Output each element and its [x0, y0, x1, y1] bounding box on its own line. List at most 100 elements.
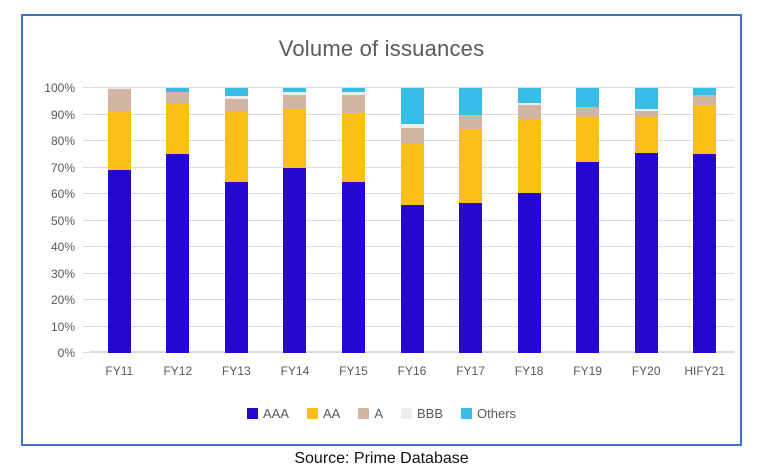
bar-column-FY12	[149, 88, 208, 353]
source-note: Source: Prime Database	[294, 450, 469, 467]
bar-segment-FY11-BBB	[107, 88, 131, 90]
legend-item-Others: Others	[461, 406, 516, 421]
bar-segment-FY17-AA	[459, 129, 483, 204]
y-axis-label-70%: 70%	[50, 160, 75, 175]
legend: AAA AA A BBB Others	[23, 406, 740, 421]
y-axis: 0% 10% 20% 30% 40% 50% 60% 70% 80% 90% 100%	[23, 81, 90, 360]
bar-segment-FY17-A	[459, 114, 483, 130]
legend-label: A	[374, 406, 383, 421]
legend-item-BBB: BBB	[401, 406, 443, 421]
bar-segment-FY16-A	[400, 127, 424, 144]
y-axis-label-0%: 0%	[57, 346, 75, 360]
bar-segment-FY15-AA	[341, 113, 365, 183]
y-axis-label-20%: 20%	[50, 293, 75, 307]
bar-segment-HIFY21-AA	[693, 105, 717, 155]
y-axis-label-10%: 10%	[50, 319, 75, 334]
bar-segment-HIFY21-AAA	[693, 154, 717, 353]
y-axis-tick	[83, 219, 89, 221]
bar-segment-FY13-AAA	[224, 182, 248, 353]
gridline-100%	[90, 87, 734, 88]
bar-segment-FY20-AAA	[634, 152, 658, 353]
y-axis-label-50%: 50%	[50, 213, 75, 228]
bar-segment-HIFY21-Others	[693, 88, 717, 95]
x-axis-label-HIFY21: HIFY21	[684, 364, 726, 378]
bar-segment-FY12-AA	[166, 103, 190, 155]
bar-segment-FY14-BBB	[283, 92, 307, 95]
bar-column-FY15	[324, 88, 383, 353]
y-axis-tick	[83, 113, 89, 115]
y-axis-label-90%: 90%	[50, 107, 75, 122]
y-axis-tick	[83, 299, 89, 300]
bar-segment-FY17-AAA	[459, 203, 483, 353]
y-axis-label-60%: 60%	[50, 187, 75, 201]
bar-segment-FY11-AA	[107, 110, 131, 171]
legend-item-A: A	[358, 406, 383, 421]
bar-stack-FY20	[634, 88, 658, 353]
legend-label: AAA	[262, 406, 289, 421]
legend-swatch-icon	[461, 408, 473, 419]
bar-segment-FY12-A	[166, 91, 190, 104]
x-axis: FY11 FY12 FY13 FY14 FY15 FY16 FY17 FY18 FY19 FY20…	[90, 364, 734, 378]
y-axis-label-40%: 40%	[50, 240, 75, 254]
x-axis-label-FY20: FY20	[631, 364, 661, 378]
bar-column-FY18	[500, 88, 559, 353]
bar-column-FY14	[266, 88, 325, 353]
y-axis-label-100%: 100%	[44, 81, 75, 95]
y-axis-tick	[83, 352, 89, 353]
y-axis-tick	[83, 325, 89, 327]
bar-stack-FY15	[341, 88, 365, 353]
legend-label: AA	[322, 406, 341, 421]
bar-stack-FY14	[283, 88, 307, 353]
bar-stack-FY18	[517, 88, 541, 353]
bar-segment-FY19-AA	[576, 117, 600, 163]
y-axis-tick	[83, 166, 89, 168]
bar-segment-FY11-A	[107, 89, 131, 111]
bar-segment-FY13-A	[224, 98, 248, 111]
bar-segment-FY20-BBB	[634, 109, 658, 111]
legend-label: BBB	[417, 406, 444, 421]
legend-item-AA: AA	[306, 406, 341, 421]
legend-label: Others	[477, 406, 517, 421]
bar-segment-FY18-AAA	[517, 192, 541, 353]
bar-segment-FY19-AAA	[576, 162, 600, 353]
bar-segment-FY14-Others	[283, 88, 307, 92]
chart-canvas: 0% 10% 20% 30% 40% 50% 60% 70% 80% 90% 100% FY11 FY…	[23, 81, 740, 388]
bar-segment-FY12-Others	[166, 88, 190, 92]
legend-swatch-icon	[306, 408, 318, 419]
bar-segment-FY11-AAA	[107, 170, 131, 353]
bar-segment-FY19-A	[576, 106, 600, 118]
y-axis-label-80%: 80%	[50, 134, 75, 148]
bar-column-FY20	[617, 88, 676, 353]
bar-segment-FY15-BBB	[341, 92, 365, 95]
bar-segment-FY18-Others	[517, 88, 541, 103]
x-axis-label-FY19: FY19	[573, 364, 602, 378]
x-axis-label-FY16: FY16	[397, 364, 427, 378]
bar-segment-FY20-AA	[634, 117, 658, 153]
bar-segment-FY20-A	[634, 110, 658, 118]
bar-segment-FY15-A	[341, 94, 365, 114]
legend-swatch-icon	[358, 408, 370, 419]
x-axis-label-FY11: FY11	[105, 364, 134, 378]
bar-stack-FY13	[224, 88, 248, 353]
bar-segment-HIFY21-A	[693, 94, 717, 106]
bar-segment-FY13-Others	[224, 88, 248, 96]
y-axis-tick	[83, 272, 89, 274]
bar-segment-FY18-BBB	[517, 102, 541, 106]
bar-column-FY19	[558, 88, 617, 353]
bar-column-FY13	[207, 88, 266, 353]
bar-segment-FY17-Others	[459, 88, 483, 115]
bar-stack-FY11	[107, 88, 131, 353]
bar-stack-FY16	[400, 88, 424, 353]
bar-stack-HIFY21	[693, 88, 717, 353]
bar-stack-FY12	[166, 88, 190, 353]
y-axis-tick	[83, 140, 89, 141]
bar-stack-FY17	[459, 88, 483, 353]
bar-segment-FY20-Others	[634, 88, 658, 110]
bar-segment-FY16-BBB	[400, 123, 424, 128]
x-axis-label-FY18: FY18	[514, 364, 544, 378]
y-axis-tick	[83, 193, 89, 194]
chart-title: Volume of issuances	[278, 36, 485, 61]
bar-segment-FY16-AAA	[400, 204, 424, 353]
bar-segment-FY18-A	[517, 105, 541, 119]
legend-swatch-icon	[401, 408, 412, 419]
